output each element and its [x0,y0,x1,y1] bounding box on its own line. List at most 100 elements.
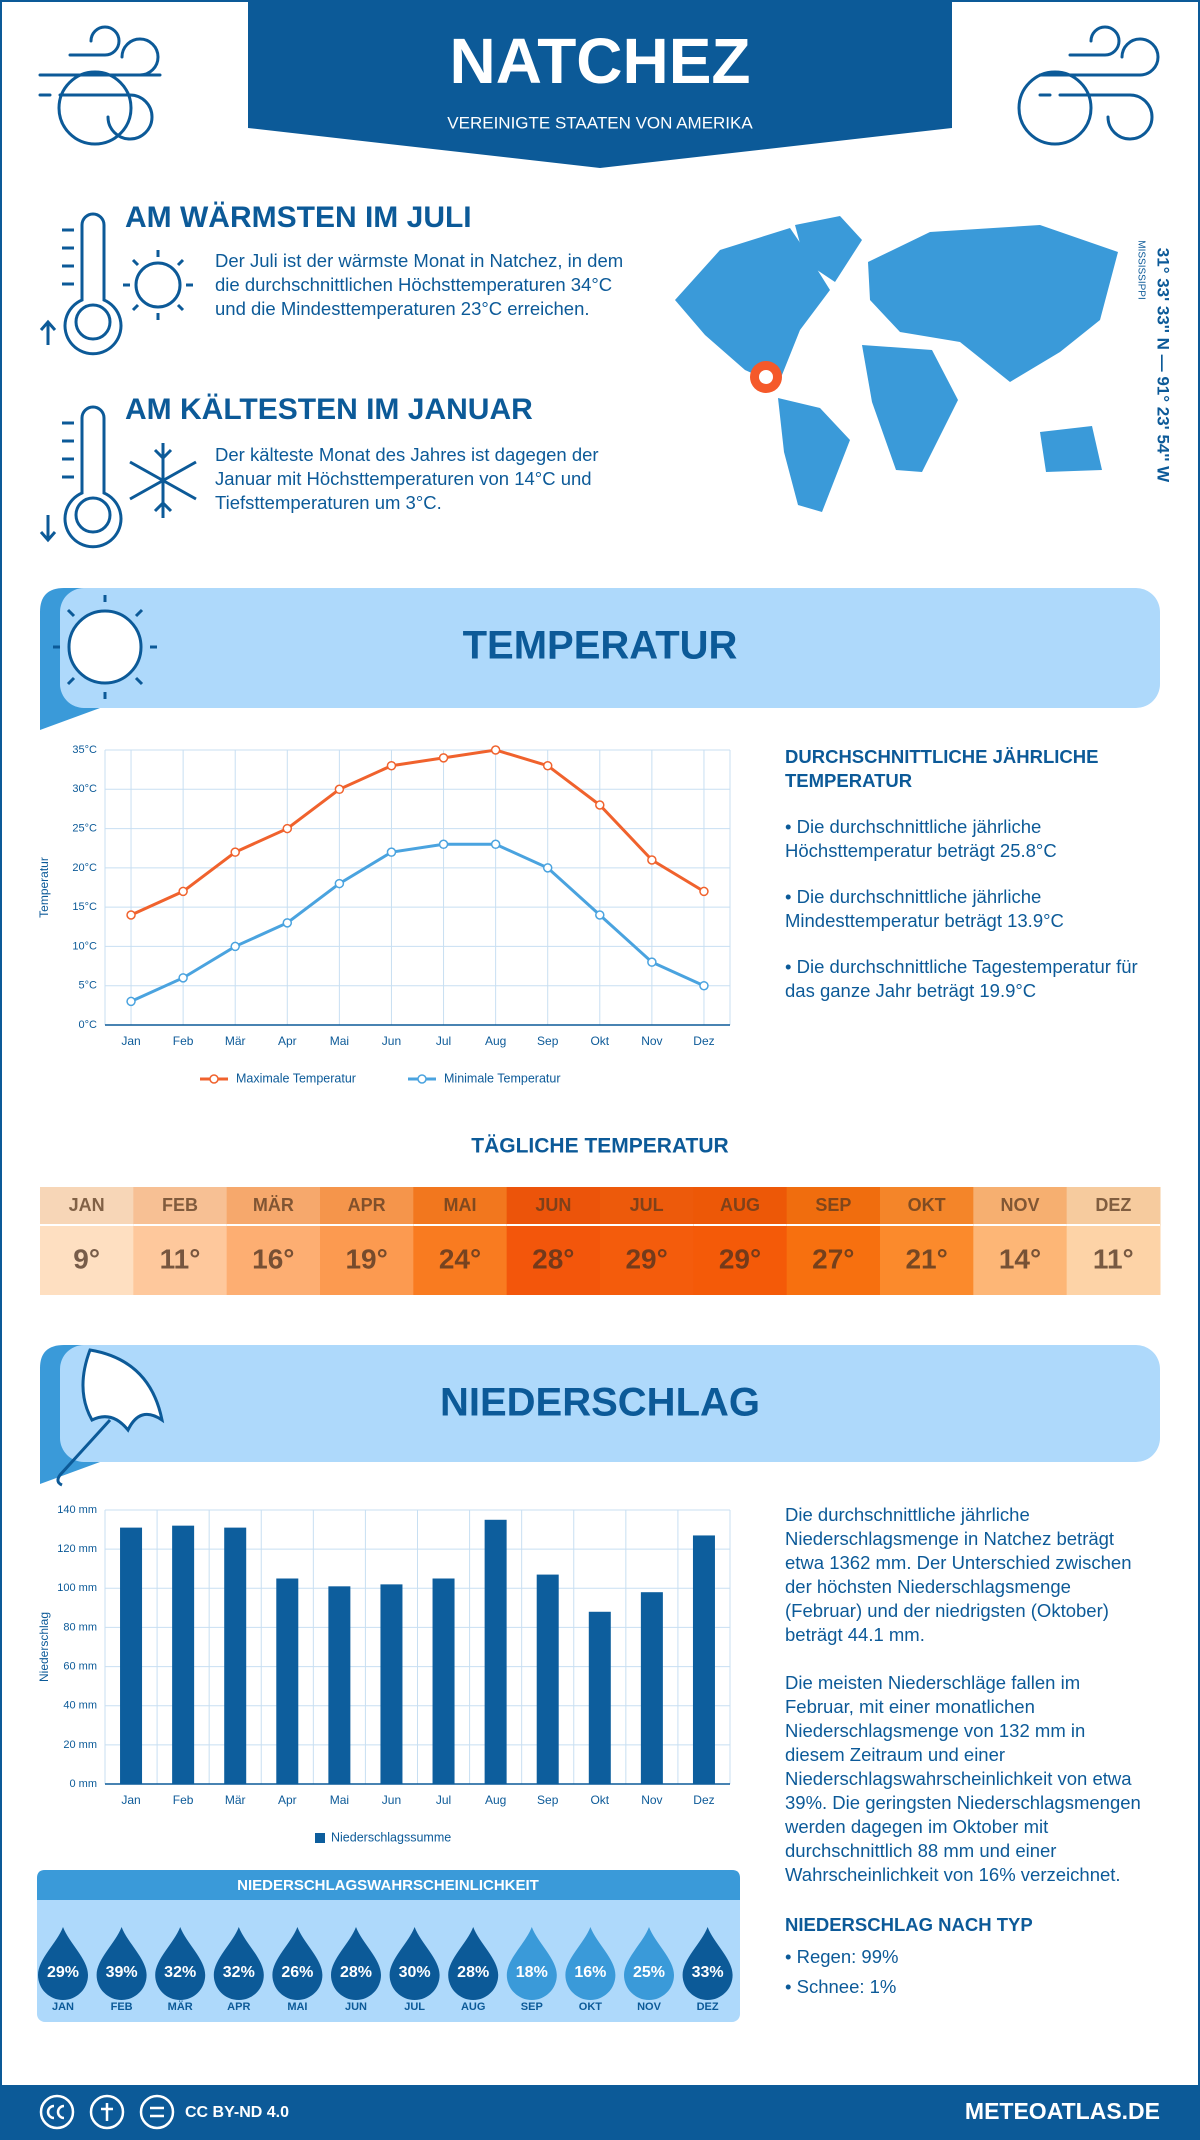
x-tick-label: Aug [485,1034,506,1048]
drop [448,1927,499,2000]
header-shade [973,1187,1068,1225]
umbrella-icon [56,1348,165,1487]
month-label: NOV [1000,1195,1039,1215]
x-tick-label: Mär [225,1793,246,1807]
precipitation-summary: Die durchschnittliche jährliche Niedersc… [785,1503,1145,1999]
value-cell [1066,1225,1161,1295]
point [438,753,449,763]
value-cell [226,1225,321,1295]
header-shade [600,1187,694,1225]
month-header-cell [506,1187,601,1225]
x-tick-label: Nov [641,1793,662,1807]
point [282,918,293,928]
x-tick-label: Dez [693,1034,714,1048]
x-tick-label: Jun [382,1034,401,1048]
license-icons [39,2094,175,2130]
temperature-banner [60,588,1160,708]
x-tick-label: Mai [330,1034,349,1048]
value-cell [973,1225,1068,1295]
x-tick-label: Feb [173,1034,194,1048]
probability-value: 18% [516,1964,548,1981]
month-header-cell [786,1187,881,1225]
temperature-value: 28° [532,1243,574,1274]
legend-label: Maximale Temperatur [236,1071,356,1085]
probability-box [37,1870,740,2022]
probability-value: 33% [692,1964,724,1981]
x-tick-label: Mai [330,1793,349,1807]
coldest-text: Der kälteste Monat des Jahres ist dagege… [215,444,599,513]
y-tick-label: 60 mm [63,1660,97,1672]
thermometer-cold-icon [39,405,197,549]
month-header-cell [40,1187,134,1225]
legend-label: Niederschlagssumme [331,1830,451,1844]
temperature-value: 24° [439,1243,481,1274]
x-tick-label: Jul [436,1793,451,1807]
value-cell [786,1225,881,1295]
x-tick-label: Jul [436,1034,451,1048]
point [542,863,553,873]
precipitation-banner [60,1345,1160,1462]
coordinates: 31° 33' 33'' N — 91° 23' 54'' W [1154,248,1173,483]
probability-title: NIEDERSCHLAGSWAHRSCHEINLICHKEIT [237,1877,539,1894]
y-tick-label: 20 mm [63,1739,97,1751]
location-marker-center [759,370,773,384]
probability-month: SEP [521,2001,543,2013]
drop [389,1927,440,2000]
header-shade [1066,1187,1161,1225]
month-header-cell [413,1187,508,1225]
bar [172,1525,195,1784]
header-shade [226,1187,321,1225]
header-shade [40,1187,134,1225]
drop [682,1927,733,2000]
precipitation-paragraph: Die meisten Niederschläge fallen im Febr… [785,1672,1141,1885]
value-cell [40,1225,134,1295]
summary-title: DURCHSCHNITTLICHE JÄHRLICHE TEMPERATUR [785,746,1099,791]
country-subtitle: VEREINIGTE STAATEN VON AMERIKA [447,113,753,132]
probability-month: OKT [579,2001,603,2013]
month-label: MÄR [253,1195,294,1215]
drop [272,1927,323,2000]
x-tick-label: Sep [537,1034,559,1048]
summary-item: • Die durchschnittliche Tagestemperatur … [785,956,1138,1001]
x-tick-label: Jan [121,1793,140,1807]
footer-bar [0,2085,1200,2140]
probability-value: 32% [223,1964,255,1981]
header-shade [413,1187,508,1225]
bar [536,1574,559,1784]
x-tick-label: Okt [590,1034,609,1048]
point [230,941,240,952]
drop [506,1927,557,2000]
point [490,839,501,850]
x-tick-label: Apr [278,1034,297,1048]
point [699,980,709,991]
probability-month: JUL [404,2001,425,2013]
bar [484,1519,507,1784]
probability-value: 25% [633,1964,665,1981]
license: CC BY-ND 4.0 [185,2104,289,2121]
month-label: FEB [162,1195,198,1215]
value-cell [880,1225,974,1295]
month-label: AUG [720,1195,760,1215]
y-tick-label: 0 mm [70,1778,98,1790]
temperature-value: 29° [719,1243,761,1274]
probability-month: MAI [287,2001,307,2013]
precipitation-title: NIEDERSCHLAG [440,1381,760,1425]
x-tick-label: Feb [173,1793,194,1807]
point [438,839,449,850]
y-tick-label: 20°C [72,862,97,874]
world-map [675,216,1118,512]
header-shade [506,1187,601,1225]
month-label: DEZ [1095,1195,1131,1215]
point [386,760,397,771]
sun-icon [53,595,157,699]
probability-month: JUN [345,2001,367,2013]
month-header-cell [226,1187,321,1225]
temperature-value: 21° [905,1243,947,1274]
point [178,886,188,897]
legend-point [417,1074,427,1084]
point [178,973,188,983]
x-tick-label: Mär [225,1034,246,1048]
x-tick-label: Jun [382,1793,401,1807]
point [126,996,136,1007]
y-tick-label: 30°C [72,783,97,795]
